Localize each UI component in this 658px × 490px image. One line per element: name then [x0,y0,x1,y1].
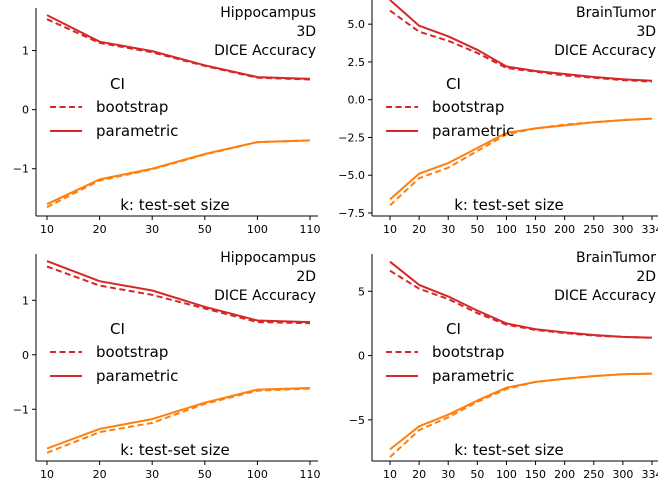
x-tick-label: 334 [642,468,658,481]
chart-title-line: 3D [296,24,316,40]
legend-entry-parametric: parametric [432,122,514,140]
x-axis-label: k: test-set size [454,441,564,459]
y-tick-label: −1 [13,403,29,416]
x-tick-label: 10 [383,223,397,236]
series-line-bootstrap [46,265,311,325]
x-tick-label: 30 [441,223,455,236]
x-tick-label: 30 [145,468,159,481]
x-tick-label: 250 [583,223,604,236]
x-tick-label: 200 [554,468,575,481]
x-tick-label: 50 [470,223,484,236]
series-line-bootstrap [46,18,311,81]
series-line-parametric [389,372,653,451]
series-line-parametric [46,139,311,206]
series-line-bootstrap [46,387,311,454]
subplot-1: 10 20 30 50 100 110 −1 0 1 Hippocampus 3D DICE Accu… [13,5,321,236]
legend-entry-parametric: parametric [96,122,178,140]
x-tick-label: 50 [470,468,484,481]
y-tick-label: 2.5 [348,56,366,69]
series-line-parametric [46,260,311,324]
y-tick-label: 1 [22,294,29,307]
series-line-bootstrap [46,139,311,208]
y-tick-label: 1 [22,45,29,58]
chart-title-line: 2D [636,269,656,285]
legend-entry-parametric: parametric [96,367,178,385]
legend-entry-bootstrap: bootstrap [96,343,168,361]
y-tick-label: 0 [22,104,29,117]
x-tick-label: 110 [300,468,321,481]
x-tick-label: 100 [247,223,268,236]
x-axis-label: k: test-set size [120,441,230,459]
y-tick-label: 0.0 [348,94,366,107]
legend-entry-parametric: parametric [432,367,514,385]
chart-title-line: DICE Accuracy [554,43,656,59]
legend-title: CI [110,75,125,93]
x-tick-label: 200 [554,223,575,236]
y-tick-label: −7.5 [338,207,365,220]
chart-title-line: BrainTumor [576,5,656,21]
subplot-4: 10 20 30 50 100 150 200 250 300 334 −5 0 5 BrainTumor… [349,250,658,481]
chart-title-line: DICE Accuracy [214,43,316,59]
subplot-3: 10 20 30 50 100 110 −1 0 1 Hippocampus 2D DICE Accu… [13,250,321,481]
series-line-bootstrap [389,117,653,207]
chart-title-line: DICE Accuracy [214,288,316,304]
series-line-bootstrap [389,269,653,339]
subplot-2: 10 20 30 50 100 150 200 250 300 334 −7.5 −5.0 −2.5 0.… [338,0,658,236]
x-tick-label: 10 [40,223,54,236]
x-tick-label: 20 [93,223,107,236]
x-tick-label: 300 [612,468,633,481]
x-tick-label: 150 [525,468,546,481]
series-line-bootstrap [389,372,653,458]
x-tick-label: 100 [496,468,517,481]
x-tick-label: 50 [198,468,212,481]
y-tick-label: −5.0 [338,169,365,182]
x-tick-label: 100 [247,468,268,481]
x-axis-label: k: test-set size [120,196,230,214]
legend-entry-bootstrap: bootstrap [432,98,504,116]
chart-title-line: Hippocampus [220,250,316,266]
legend-title: CI [110,320,125,338]
x-tick-label: 50 [198,223,212,236]
y-tick-label: −1 [13,163,29,176]
x-tick-label: 334 [642,223,658,236]
y-tick-label: 0 [358,350,365,363]
legend-title: CI [446,75,461,93]
x-tick-label: 10 [383,468,397,481]
legend-entry-bootstrap: bootstrap [96,98,168,116]
x-tick-label: 10 [40,468,54,481]
chart-title-line: Hippocampus [220,5,316,21]
y-tick-label: −5 [349,414,365,427]
x-tick-label: 150 [525,223,546,236]
x-axis-label: k: test-set size [454,196,564,214]
x-tick-label: 250 [583,468,604,481]
chart-title-line: 2D [296,269,316,285]
x-tick-label: 300 [612,223,633,236]
x-tick-label: 30 [145,223,159,236]
series-line-parametric [46,387,311,450]
legend-entry-bootstrap: bootstrap [432,343,504,361]
chart-title-line: DICE Accuracy [554,288,656,304]
x-tick-label: 100 [496,223,517,236]
legend-title: CI [446,320,461,338]
x-tick-label: 20 [93,468,107,481]
series-line-bootstrap [389,9,653,83]
x-tick-label: 20 [412,223,426,236]
chart-title-line: BrainTumor [576,250,656,266]
x-tick-label: 20 [412,468,426,481]
y-tick-label: 5 [358,285,365,298]
y-tick-label: 5.0 [348,18,366,31]
x-tick-label: 30 [441,468,455,481]
chart-title-line: 3D [636,24,656,40]
y-tick-label: −2.5 [338,131,365,144]
y-tick-label: 0 [22,349,29,362]
x-tick-label: 110 [300,223,321,236]
